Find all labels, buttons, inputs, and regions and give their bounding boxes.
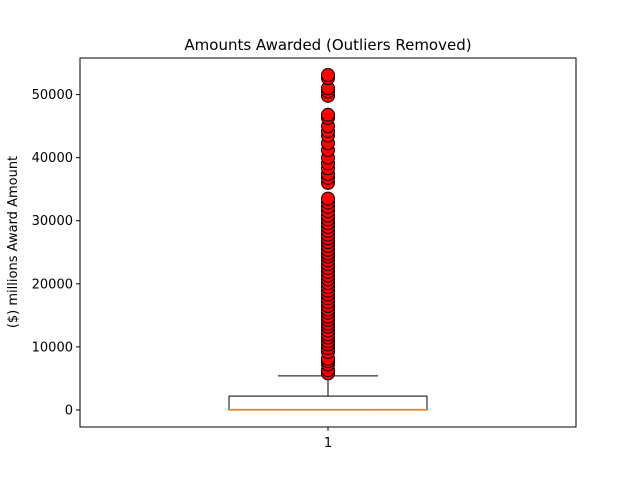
axes: 0 10000 20000 30000 40000 50000 1 [32, 88, 333, 451]
y-tick-label: 40000 [32, 151, 73, 166]
y-tick-label: 20000 [32, 277, 73, 292]
x-tick-label: 1 [324, 436, 332, 451]
y-tick-label: 10000 [32, 340, 73, 355]
plot-marks [228, 68, 428, 411]
chart-title: Amounts Awarded (Outliers Removed) [184, 36, 471, 54]
box-iqr [228, 395, 428, 411]
outlier-point [321, 107, 335, 122]
outlier-point [321, 68, 335, 83]
y-tick-label: 0 [65, 403, 73, 418]
outlier-point [321, 191, 335, 206]
y-axis-label: ($) millions Award Amount [6, 156, 21, 328]
y-tick-label: 30000 [32, 214, 73, 229]
y-tick-label: 50000 [32, 88, 73, 103]
